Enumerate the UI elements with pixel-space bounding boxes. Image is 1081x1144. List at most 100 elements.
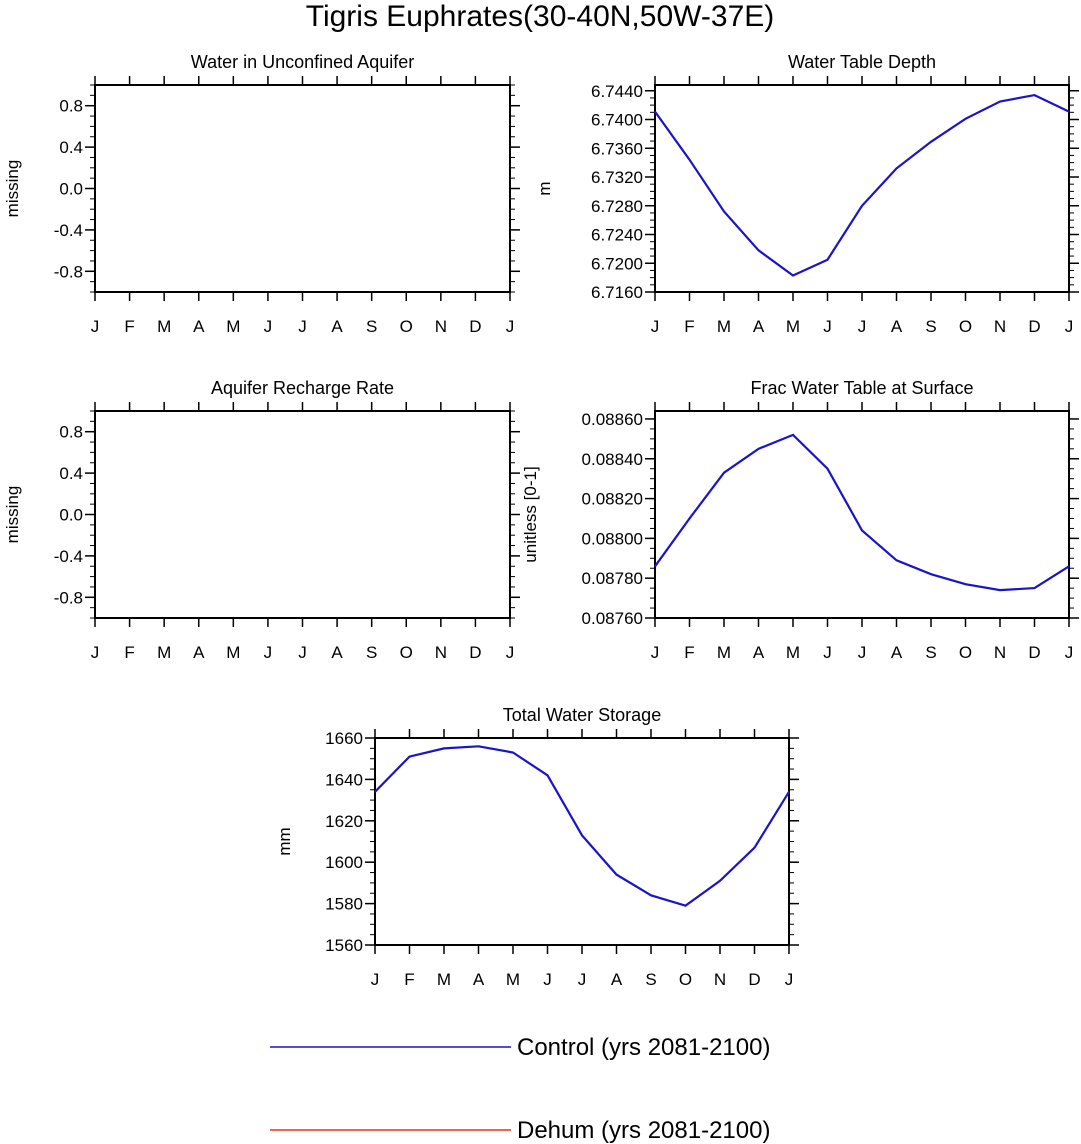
x-tick-label: J: [91, 317, 100, 336]
x-tick-label: J: [858, 643, 867, 662]
x-tick-label: M: [437, 970, 451, 989]
panel-title: Water in Unconfined Aquifer: [191, 52, 414, 72]
data-point: [684, 905, 687, 907]
data-point: [895, 167, 898, 169]
x-tick-label: J: [371, 970, 380, 989]
y-tick-label: 0.0: [59, 506, 83, 525]
data-point: [719, 880, 721, 882]
x-tick-label: M: [717, 317, 731, 336]
data-point: [546, 774, 549, 776]
x-tick-label: J: [264, 643, 273, 662]
y-tick-label: 6.7280: [591, 197, 643, 216]
y-tick-label: 0.8: [59, 97, 83, 116]
data-point: [1033, 587, 1036, 589]
data-point: [792, 274, 794, 277]
x-tick-label: A: [331, 317, 343, 336]
y-tick-label: 0.08840: [582, 450, 643, 469]
data-point: [861, 205, 863, 207]
data-point: [408, 756, 411, 758]
y-tick-label: 0.08860: [582, 410, 643, 429]
y-tick-label: 1620: [325, 812, 363, 831]
y-tick-label: -0.4: [54, 547, 83, 566]
chart-panel-unconfined: Water in Unconfined Aquifer J F M A M J J A S O N D J…: [3, 52, 520, 336]
y-tick-label: 6.7160: [591, 283, 643, 302]
chart-panel-fwts: Frac Water Table at Surface J F M A M J J A S O N D J…: [521, 378, 1079, 662]
panel-title: Total Water Storage: [503, 705, 661, 725]
y-tick-label: 1560: [325, 936, 363, 955]
x-tick-label: M: [157, 643, 171, 662]
x-tick-label: D: [1028, 317, 1040, 336]
x-tick-label: S: [925, 643, 936, 662]
data-point: [861, 529, 863, 532]
x-tick-label: D: [469, 317, 481, 336]
x-tick-label: S: [925, 317, 936, 336]
x-tick-label: S: [366, 317, 377, 336]
x-tick-label: F: [124, 643, 134, 662]
x-tick-label: M: [786, 643, 800, 662]
plot-frame: [94, 410, 511, 619]
figure-title: Tigris Euphrates(30-40N,50W-37E): [306, 0, 775, 33]
x-tick-label: O: [400, 317, 413, 336]
x-tick-label: N: [994, 317, 1006, 336]
data-point: [999, 100, 1001, 103]
chart-panels: Water in Unconfined Aquifer J F M A M J J A S O N D J…: [3, 52, 1079, 989]
x-tick-label: A: [473, 970, 485, 989]
data-point: [964, 118, 967, 120]
data-point: [512, 751, 514, 754]
x-tick-label: N: [714, 970, 726, 989]
data-point: [615, 874, 618, 876]
data-point: [654, 565, 656, 567]
x-tick-label: N: [994, 643, 1006, 662]
legend: Control (yrs 2081-2100) Dehum (yrs 2081-…: [270, 1034, 770, 1144]
x-tick-label: F: [684, 317, 694, 336]
data-point: [1033, 94, 1036, 96]
x-tick-label: F: [124, 317, 134, 336]
x-tick-label: M: [226, 317, 240, 336]
panel-title: Aquifer Recharge Rate: [211, 378, 394, 398]
series-line: [654, 93, 1070, 277]
x-tick-label: M: [506, 970, 520, 989]
y-tick-label: 0.4: [59, 464, 83, 483]
x-tick-label: O: [959, 643, 972, 662]
y-axis-label: unitless [0-1]: [521, 466, 540, 562]
series-line: [374, 745, 790, 907]
data-point: [930, 573, 932, 575]
x-tick-label: J: [298, 317, 307, 336]
x-tick-label: A: [611, 970, 623, 989]
data-point: [753, 847, 756, 849]
x-tick-label: J: [543, 970, 552, 989]
x-tick-label: J: [506, 643, 515, 662]
x-tick-label: J: [651, 643, 660, 662]
x-tick-label: J: [1065, 643, 1074, 662]
y-tick-label: 1580: [325, 895, 363, 914]
x-tick-label: J: [823, 643, 832, 662]
y-axis-label: mm: [275, 827, 294, 855]
y-axis-label: m: [535, 181, 554, 195]
data-point: [964, 583, 967, 585]
x-tick-label: A: [193, 643, 205, 662]
legend-label-dehum: Dehum (yrs 2081-2100): [517, 1117, 770, 1144]
x-tick-label: J: [506, 317, 515, 336]
x-tick-label: M: [786, 317, 800, 336]
data-point: [895, 559, 898, 561]
y-tick-label: 6.7200: [591, 254, 643, 273]
x-tick-label: N: [435, 317, 447, 336]
plot-frame: [94, 84, 511, 293]
legend-item-control: Control (yrs 2081-2100): [270, 1034, 770, 1061]
x-tick-label: A: [891, 643, 903, 662]
x-tick-label: J: [785, 970, 794, 989]
data-point: [999, 589, 1001, 591]
y-tick-label: 6.7320: [591, 168, 643, 187]
y-tick-label: 0.08800: [582, 529, 643, 548]
x-tick-label: J: [578, 970, 587, 989]
data-point: [477, 745, 480, 747]
y-tick-label: -0.8: [54, 588, 83, 607]
data-point: [581, 834, 583, 836]
x-tick-label: A: [331, 643, 343, 662]
data-point: [650, 894, 652, 896]
chart-panel-tws: Total Water Storage J F M A M J J A S O N D J 1560 1580…: [275, 705, 799, 989]
data-point: [826, 468, 829, 470]
data-point: [1068, 565, 1070, 567]
y-tick-label: 0.0: [59, 180, 83, 199]
x-tick-label: J: [858, 317, 867, 336]
